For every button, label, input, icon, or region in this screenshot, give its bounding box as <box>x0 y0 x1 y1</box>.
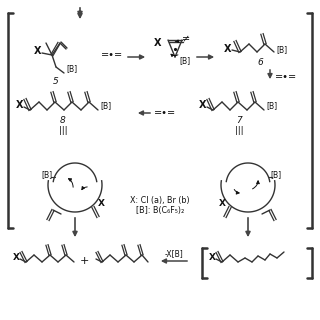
Text: ≠: ≠ <box>182 33 190 43</box>
Text: X: X <box>98 198 105 207</box>
Text: X: X <box>154 38 162 48</box>
Text: X: X <box>16 100 24 110</box>
Text: =•=: =•= <box>275 72 297 82</box>
Text: [B]: [B] <box>179 57 190 66</box>
Text: |||: ||| <box>59 125 67 134</box>
Text: -X[B]: -X[B] <box>164 250 183 259</box>
Text: X: Cl (a), Br (b): X: Cl (a), Br (b) <box>130 196 190 204</box>
Text: |||: ||| <box>235 125 243 134</box>
Text: 6: 6 <box>257 58 263 67</box>
Text: 8: 8 <box>60 116 66 124</box>
Text: 7: 7 <box>236 116 242 124</box>
Text: [B]: [B] <box>100 101 111 110</box>
Text: X: X <box>12 252 20 261</box>
Text: 5: 5 <box>53 76 59 85</box>
Text: =•=: =•= <box>101 50 123 60</box>
Text: [B]: [B] <box>270 171 282 180</box>
Text: [B]: [B] <box>66 65 77 74</box>
Text: +: + <box>79 256 89 266</box>
Text: X: X <box>34 46 42 56</box>
Text: [B]: [B] <box>276 45 287 54</box>
Text: X: X <box>209 252 215 261</box>
Text: X: X <box>224 44 232 54</box>
Text: X: X <box>219 198 226 207</box>
Text: [B]: [B] <box>41 171 52 180</box>
Text: [B]: B(C₆F₅)₂: [B]: B(C₆F₅)₂ <box>136 205 184 214</box>
Text: =•=: =•= <box>154 108 176 118</box>
Text: [B]: [B] <box>266 101 277 110</box>
Text: X: X <box>199 100 207 110</box>
